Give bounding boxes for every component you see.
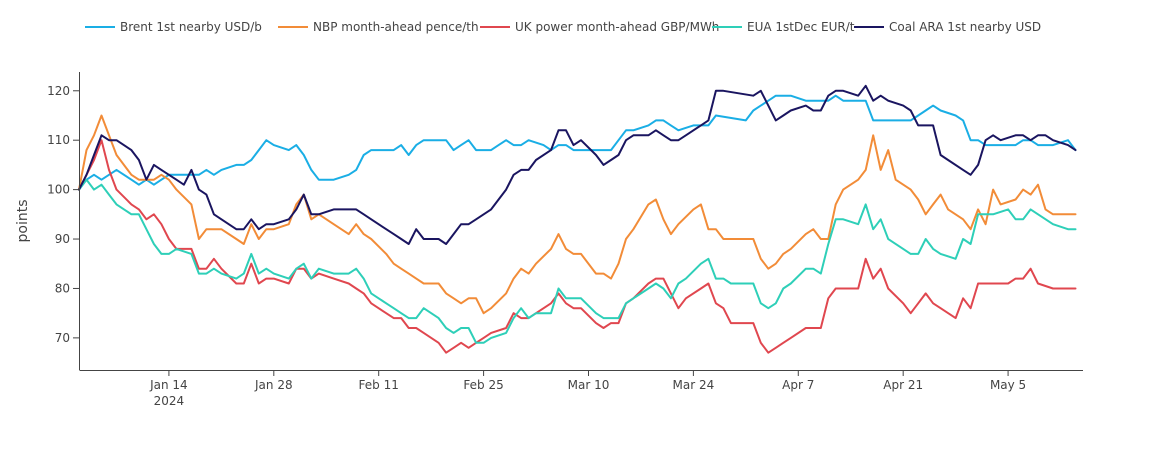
series-line-1 <box>78 94 1077 191</box>
legend: Brent 1st nearby USD/b NBP month-ahead pe… <box>85 20 1041 34</box>
y-tick-label: 110 <box>47 133 70 147</box>
legend-label: Brent 1st nearby USD/b <box>120 20 262 34</box>
legend-label: NBP month-ahead pence/th <box>313 20 479 34</box>
x-tick-label: Feb 25 <box>463 378 503 392</box>
axes <box>79 72 1083 371</box>
x-tick-label: Apr 21 <box>883 378 923 392</box>
legend-label: UK power month-ahead GBP/MWh <box>515 20 719 34</box>
x-tick-label: Apr 7 <box>782 378 814 392</box>
series-line-5 <box>78 84 1077 245</box>
x-tick-label: Feb 11 <box>359 378 399 392</box>
y-ticks: 70 80 90 100 110 120 <box>47 84 79 345</box>
y-tick-label: 90 <box>55 232 70 246</box>
x-tick-label: Jan 28 <box>254 378 293 392</box>
legend-label: Coal ARA 1st nearby USD <box>889 20 1041 34</box>
series-line-4 <box>78 178 1077 344</box>
series-line-3 <box>78 139 1077 354</box>
legend-item-5[interactable]: Coal ARA 1st nearby USD <box>854 20 1041 34</box>
y-tick-label: 100 <box>47 183 70 197</box>
x-tick-label: Mar 24 <box>673 378 715 392</box>
legend-label: EUA 1stDec EUR/t <box>747 20 855 34</box>
x-tick-label: May 5 <box>990 378 1026 392</box>
y-tick-label: 70 <box>55 331 70 345</box>
legend-item-3[interactable]: UK power month-ahead GBP/MWh <box>480 20 719 34</box>
y-tick-label: 120 <box>47 84 70 98</box>
y-axis-title: points <box>15 200 31 243</box>
y-tick-label: 80 <box>55 281 70 295</box>
x-ticks: Jan 14 2024 Jan 28 Feb 11 Feb 25 Mar 10 Mar 24… <box>149 370 1026 408</box>
legend-item-1[interactable]: Brent 1st nearby USD/b <box>85 20 262 34</box>
x-tick-year-label: 2024 <box>154 394 185 408</box>
legend-item-4[interactable]: EUA 1stDec EUR/t <box>712 20 855 34</box>
x-tick-label: Mar 10 <box>568 378 610 392</box>
legend-item-2[interactable]: NBP month-ahead pence/th <box>278 20 479 34</box>
x-tick-label: Jan 14 <box>149 378 188 392</box>
series-line-2 <box>78 114 1077 315</box>
series-layer <box>78 84 1077 354</box>
